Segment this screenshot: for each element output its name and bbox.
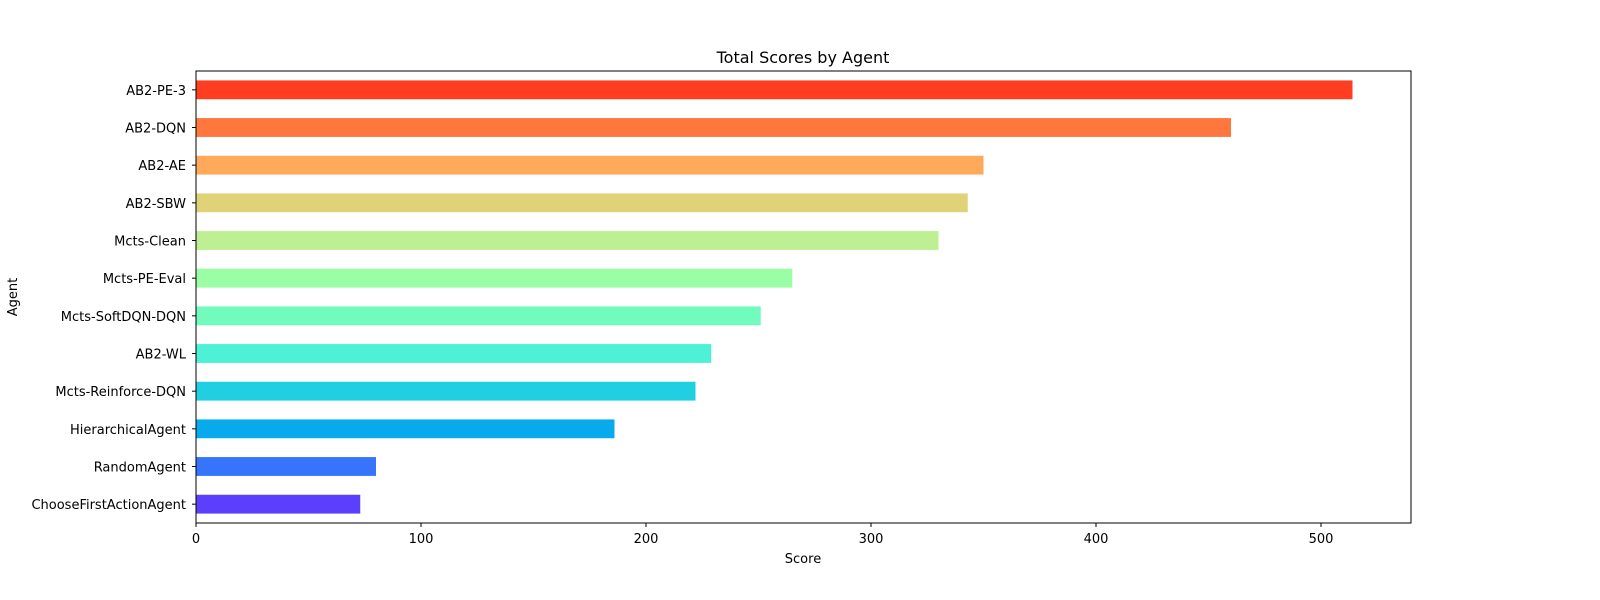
bar-hierarchicalagent: [196, 419, 615, 439]
bar-mcts-pe-eval: [196, 268, 793, 288]
y-axis-ticks: AB2-PE-3 AB2-DQN AB2-AE AB2-SBW Mcts-Clean Mc…: [31, 84, 196, 513]
y-tick-label: Mcts-Reinforce-DQN: [55, 385, 186, 400]
bar-ab2-sbw: [196, 193, 968, 213]
y-tick-label: RandomAgent: [94, 461, 186, 476]
y-tick-label: Mcts-Clean: [114, 235, 186, 250]
x-axis-label: Score: [785, 552, 821, 567]
bars-group: [196, 80, 1353, 514]
x-tick-label: 500: [1309, 532, 1334, 547]
y-tick-label: AB2-SBW: [126, 197, 186, 212]
bar-mcts-softdqn-dqn: [196, 306, 761, 326]
y-tick-label: HierarchicalAgent: [70, 423, 186, 438]
bar-ab2-ae: [196, 155, 984, 175]
y-tick-label: ChooseFirstActionAgent: [31, 498, 186, 513]
chart-title: Total Scores by Agent: [716, 48, 890, 67]
plot-frame: [195, 70, 1412, 524]
y-tick-label: AB2-DQN: [125, 122, 186, 137]
x-axis-ticks: 0 100 200 300 400 500: [192, 523, 1334, 547]
x-tick-label: 400: [1084, 532, 1109, 547]
x-tick-label: 200: [634, 532, 659, 547]
y-tick-label: Mcts-SoftDQN-DQN: [61, 310, 186, 325]
y-tick-label: AB2-PE-3: [126, 84, 186, 99]
bar-mcts-clean: [196, 231, 939, 250]
y-tick-label: AB2-WL: [136, 348, 187, 363]
bar-mcts-reinforce-dqn: [196, 381, 696, 401]
bar-randomagent: [196, 457, 376, 476]
bar-ab2-dqn: [196, 118, 1231, 137]
y-axis-label: Agent: [6, 278, 21, 316]
x-tick-label: 0: [192, 532, 200, 547]
x-tick-label: 300: [859, 532, 884, 547]
bar-ab2-pe-3: [196, 80, 1353, 100]
bar-ab2-wl: [196, 344, 712, 363]
y-tick-label: Mcts-PE-Eval: [103, 272, 186, 287]
y-tick-label: AB2-AE: [138, 159, 186, 174]
bar-choosefirstactionagent: [196, 494, 361, 514]
x-tick-label: 100: [409, 532, 434, 547]
